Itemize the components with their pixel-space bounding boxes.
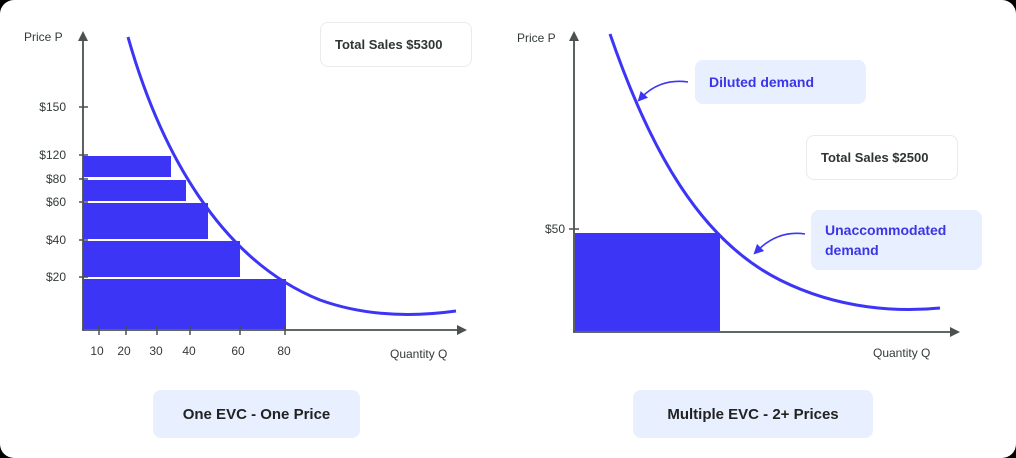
left-y-tick: $20	[46, 270, 66, 284]
bar-60	[83, 203, 208, 239]
bar-120	[83, 156, 171, 177]
left-chart: Price P Quantity Q $150 $120 $80 $60 $40…	[24, 30, 467, 361]
left-x-axis-label: Quantity Q	[390, 347, 447, 361]
right-y-axis-label: Price P	[517, 31, 556, 45]
left-x-tick: 30	[149, 344, 163, 358]
left-total-sales-box: Total Sales $5300	[320, 22, 472, 67]
left-demand-curve	[126, 36, 457, 316]
left-y-tick: $120	[39, 148, 66, 162]
left-y-tick: $60	[46, 195, 66, 209]
right-revenue-bar	[575, 233, 720, 331]
right-demand-curve	[608, 33, 941, 312]
diluted-demand-label: Diluted demand	[695, 60, 866, 104]
unaccommodated-line-2: demand	[825, 242, 879, 258]
left-x-tick: 20	[117, 344, 131, 358]
right-total-sales-box: Total Sales $2500	[806, 135, 958, 180]
bar-80	[83, 180, 186, 201]
bar-20	[83, 279, 286, 329]
left-x-tick: 40	[182, 344, 196, 358]
right-caption: Multiple EVC - 2+ Prices	[633, 390, 873, 438]
left-bars	[83, 156, 286, 329]
unaccommodated-line-1: Unaccommodated	[825, 222, 947, 238]
left-y-axis-label: Price P	[24, 30, 63, 44]
left-caption: One EVC - One Price	[153, 390, 360, 438]
left-y-tick: $150	[39, 100, 66, 114]
left-y-tick: $40	[46, 233, 66, 247]
bar-40	[83, 241, 240, 277]
unaccommodated-arrow-icon	[753, 232, 806, 255]
right-x-axis-label: Quantity Q	[873, 346, 930, 360]
left-x-tick: 60	[231, 344, 245, 358]
left-x-tick: 10	[90, 344, 104, 358]
left-y-tick: $80	[46, 172, 66, 186]
left-x-tick: 80	[277, 344, 291, 358]
right-chart: Price P Quantity Q $50	[517, 31, 960, 360]
right-y-tick: $50	[545, 222, 565, 236]
unaccommodated-demand-label: Unaccommodated demand	[811, 210, 982, 270]
diluted-arrow-icon	[637, 80, 689, 102]
